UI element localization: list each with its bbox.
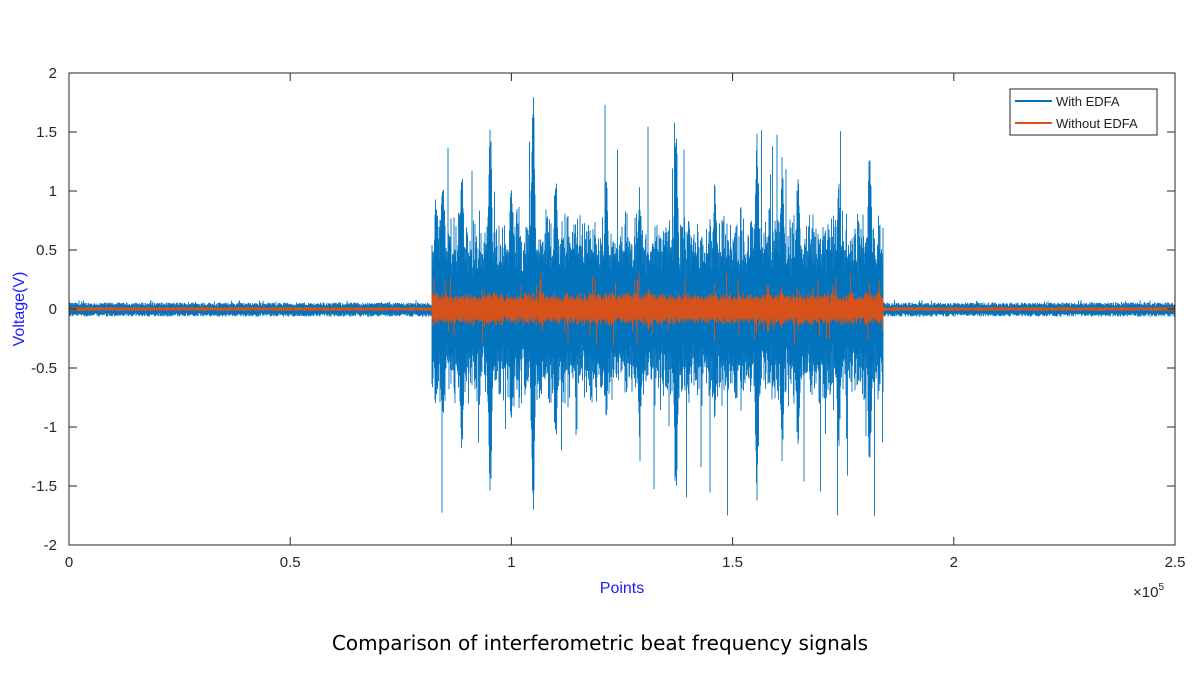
legend[interactable]: With EDFA Without EDFA	[1009, 88, 1158, 136]
x-tick-label: 2.5	[1165, 554, 1186, 571]
y-tick-label: 2	[49, 65, 57, 82]
y-tick-label: 1	[49, 183, 57, 200]
legend-label-without-edfa: Without EDFA	[1056, 116, 1138, 131]
legend-label-with-edfa: With EDFA	[1056, 94, 1120, 109]
figure-caption: Comparison of interferometric beat frequ…	[332, 631, 868, 655]
series-layer	[69, 97, 1175, 516]
x-tick-label: 0	[65, 554, 73, 571]
y-tick-label: -2	[44, 537, 57, 554]
y-tick-label: -1.5	[31, 478, 57, 495]
y-axis-label: Voltage(V)	[11, 272, 28, 347]
y-tick-label: 0.5	[36, 242, 57, 259]
x-tick-label: 1.5	[722, 554, 743, 571]
x-exponent-label: ×105	[1133, 582, 1164, 601]
legend-box	[1009, 88, 1158, 136]
x-tick-label: 2	[950, 554, 958, 571]
series-without-edfa	[69, 273, 1175, 346]
x-tick-label: 1	[507, 554, 515, 571]
ticks-layer: 0 0.5 1 1.5 2 2.5 2 1.5 1 0.5 0 -0.5 -1 -1.5 -2	[31, 65, 1185, 571]
x-axis-label: Points	[600, 580, 644, 597]
y-tick-label: 0	[49, 301, 57, 318]
y-tick-label: 1.5	[36, 124, 57, 141]
y-tick-label: -0.5	[31, 360, 57, 377]
y-tick-label: -1	[44, 419, 57, 436]
x-tick-label: 0.5	[280, 554, 301, 571]
